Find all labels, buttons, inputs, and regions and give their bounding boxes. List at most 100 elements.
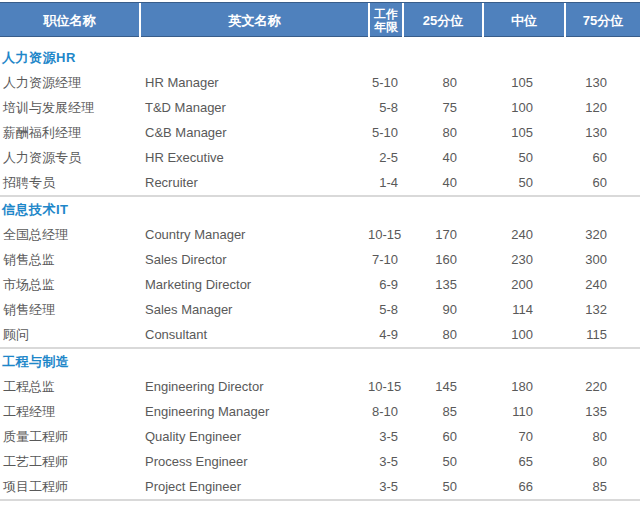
cell-position-cn: 人力资源专员	[0, 145, 139, 170]
cell-position-cn: 工程经理	[0, 399, 139, 424]
cell-p75: 80	[564, 424, 640, 449]
cell-p75: 320	[564, 222, 640, 247]
cell-position-cn: 工程总监	[0, 374, 139, 399]
cell-p75: 80	[564, 449, 640, 474]
header-cell-p25: 25分位	[402, 3, 482, 38]
cell-position-cn: 销售总监	[0, 247, 139, 272]
cell-p25: 80	[402, 70, 482, 95]
cell-position-en: Sales Manager	[139, 297, 368, 322]
cell-median: 66	[482, 474, 564, 499]
header-years-line2: 年限	[374, 21, 398, 34]
cell-median: 100	[482, 322, 564, 347]
table-row: 招聘专员 Recruiter 1-4 40 50 60	[0, 170, 640, 195]
header-cell-position-en: 英文名称	[139, 3, 368, 38]
cell-position-en: HR Executive	[139, 145, 368, 170]
cell-position-en: Process Engineer	[139, 449, 368, 474]
cell-p25: 40	[402, 170, 482, 195]
cell-years: 5-10	[368, 120, 402, 145]
cell-position-cn: 工艺工程师	[0, 449, 139, 474]
table-row: 工程总监 Engineering Director 10-15 145 180 …	[0, 374, 640, 399]
cell-p75: 300	[564, 247, 640, 272]
table-row: 人力资源经理 HR Manager 5-10 80 105 130	[0, 70, 640, 95]
cell-median: 114	[482, 297, 564, 322]
table-row: 薪酬福利经理 C&B Manager 5-10 80 105 130	[0, 120, 640, 145]
cell-position-cn: 项目工程师	[0, 474, 139, 499]
cell-p25: 50	[402, 474, 482, 499]
cell-median: 180	[482, 374, 564, 399]
cell-p75: 220	[564, 374, 640, 399]
cell-p75: 240	[564, 272, 640, 297]
cell-position-cn: 质量工程师	[0, 424, 139, 449]
cell-position-en: T&D Manager	[139, 95, 368, 120]
table-row: 顾问 Consultant 4-9 80 100 115	[0, 322, 640, 347]
cell-median: 200	[482, 272, 564, 297]
cell-median: 240	[482, 222, 564, 247]
cell-p25: 80	[402, 322, 482, 347]
cell-years: 8-10	[368, 399, 402, 424]
table-row: 销售总监 Sales Director 7-10 160 230 300	[0, 247, 640, 272]
cell-position-en: Engineering Manager	[139, 399, 368, 424]
header-cell-p75: 75分位	[564, 3, 640, 38]
cell-median: 65	[482, 449, 564, 474]
cell-position-en: Consultant	[139, 322, 368, 347]
cell-p25: 90	[402, 297, 482, 322]
table-row: 市场总监 Marketing Director 6-9 135 200 240	[0, 272, 640, 297]
table-row: 工程经理 Engineering Manager 8-10 85 110 135	[0, 399, 640, 424]
section-it: 信息技术IT 全国总经理 Country Manager 10-15 170 2…	[0, 197, 640, 349]
cell-median: 100	[482, 95, 564, 120]
cell-p75: 60	[564, 170, 640, 195]
cell-p25: 40	[402, 145, 482, 170]
header-cell-median: 中位	[482, 3, 564, 38]
cell-years: 5-8	[368, 297, 402, 322]
section-title: 人力资源HR	[0, 45, 640, 70]
table-row: 项目工程师 Project Engineer 3-5 50 66 85	[0, 474, 640, 499]
cell-position-en: HR Manager	[139, 70, 368, 95]
table-row: 全国总经理 Country Manager 10-15 170 240 320	[0, 222, 640, 247]
cell-p25: 160	[402, 247, 482, 272]
cell-position-cn: 销售经理	[0, 297, 139, 322]
cell-position-en: Country Manager	[139, 222, 368, 247]
cell-p25: 135	[402, 272, 482, 297]
cell-years: 3-5	[368, 474, 402, 499]
cell-years: 2-5	[368, 145, 402, 170]
cell-p25: 75	[402, 95, 482, 120]
cell-position-cn: 全国总经理	[0, 222, 139, 247]
table-row: 培训与发展经理 T&D Manager 5-8 75 100 120	[0, 95, 640, 120]
cell-position-cn: 市场总监	[0, 272, 139, 297]
cell-p75: 115	[564, 322, 640, 347]
cell-median: 70	[482, 424, 564, 449]
cell-p25: 85	[402, 399, 482, 424]
cell-median: 110	[482, 399, 564, 424]
cell-p25: 50	[402, 449, 482, 474]
cell-median: 105	[482, 120, 564, 145]
cell-years: 3-5	[368, 449, 402, 474]
cell-p75: 130	[564, 120, 640, 145]
cell-position-cn: 培训与发展经理	[0, 95, 139, 120]
cell-p25: 60	[402, 424, 482, 449]
cell-years: 3-5	[368, 424, 402, 449]
section-title: 工程与制造	[0, 349, 640, 374]
cell-p75: 135	[564, 399, 640, 424]
cell-p25: 145	[402, 374, 482, 399]
cell-median: 105	[482, 70, 564, 95]
cell-years: 7-10	[368, 247, 402, 272]
cell-years: 1-4	[368, 170, 402, 195]
cell-position-en: C&B Manager	[139, 120, 368, 145]
cell-position-cn: 招聘专员	[0, 170, 139, 195]
cell-position-cn: 人力资源经理	[0, 70, 139, 95]
section-engineering: 工程与制造 工程总监 Engineering Director 10-15 14…	[0, 349, 640, 501]
cell-p75: 120	[564, 95, 640, 120]
cell-years: 5-10	[368, 70, 402, 95]
section-title: 信息技术IT	[0, 197, 640, 222]
table-row: 质量工程师 Quality Engineer 3-5 60 70 80	[0, 424, 640, 449]
cell-position-en: Recruiter	[139, 170, 368, 195]
cell-median: 230	[482, 247, 564, 272]
cell-position-en: Engineering Director	[139, 374, 368, 399]
cell-p75: 60	[564, 145, 640, 170]
cell-p75: 132	[564, 297, 640, 322]
cell-position-cn: 薪酬福利经理	[0, 120, 139, 145]
cell-p75: 85	[564, 474, 640, 499]
cell-years: 5-8	[368, 95, 402, 120]
cell-position-en: Marketing Director	[139, 272, 368, 297]
cell-p25: 80	[402, 120, 482, 145]
